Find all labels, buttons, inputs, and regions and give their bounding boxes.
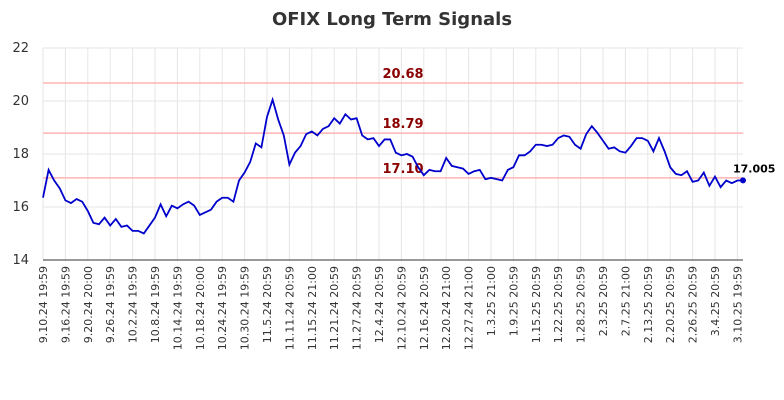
x-tick-label: 12.4.24 20:59 — [373, 266, 386, 343]
last-point — [740, 177, 746, 184]
x-tick-label: 11.15.24 21:00 — [306, 266, 319, 350]
x-tick-label: 12.27.24 21:00 — [463, 266, 476, 350]
y-tick-label: 20 — [12, 94, 29, 109]
x-tick-label: 1.9.25 20:59 — [507, 266, 520, 336]
x-tick-label: 3.4.25 20:59 — [709, 266, 722, 336]
x-tick-label: 10.14.24 19:59 — [171, 266, 184, 350]
chart-title: OFIX Long Term Signals — [272, 9, 512, 30]
x-tick-label: 1.15.25 20:59 — [530, 266, 543, 343]
x-tick-label: 2.26.25 20:59 — [687, 266, 700, 343]
x-tick-label: 10.30.24 19:59 — [239, 266, 252, 350]
price-line — [42, 96, 744, 235]
signal-label: 18.79 — [382, 117, 423, 132]
x-tick-label: 2.20.25 20:59 — [664, 266, 677, 343]
last-value-label: 17.005 — [733, 162, 775, 175]
x-tick-label: 12.16.24 20:59 — [418, 266, 431, 350]
y-tick-label: 22 — [12, 41, 29, 56]
x-tick-label: 10.24.24 19:59 — [216, 266, 229, 350]
x-tick-label: 3.10.25 19:59 — [731, 266, 744, 343]
signal-label: 17.10 — [382, 162, 423, 177]
y-tick-label: 16 — [12, 200, 29, 215]
y-tick-label: 18 — [12, 147, 29, 162]
x-tick-label: 2.13.25 20:59 — [642, 266, 655, 343]
x-tick-label: 11.27.24 20:59 — [351, 266, 364, 350]
x-tick-label: 1.3.25 21:00 — [485, 266, 498, 336]
x-tick-label: 12.20.24 21:00 — [440, 266, 453, 350]
x-tick-label: 11.21.24 20:59 — [328, 266, 341, 350]
x-tick-label: 9.26.24 19:59 — [104, 266, 117, 343]
signal-label: 20.68 — [382, 67, 423, 82]
x-tick-label: 12.10.24 20:59 — [395, 266, 408, 350]
x-tick-label: 10.18.24 20:00 — [194, 266, 207, 350]
x-tick-label: 11.11.24 20:59 — [283, 266, 296, 350]
x-tick-label: 10.2.24 19:59 — [127, 266, 140, 343]
y-tick-label: 14 — [12, 253, 29, 268]
x-tick-label: 2.7.25 21:00 — [619, 266, 632, 336]
x-tick-label: 10.8.24 19:59 — [149, 266, 162, 343]
x-tick-label: 9.10.24 19:59 — [37, 266, 50, 343]
x-tick-label: 2.3.25 20:59 — [597, 266, 610, 336]
x-tick-label: 1.28.25 20:59 — [575, 266, 588, 343]
x-tick-label: 9.16.24 19:59 — [59, 266, 72, 343]
x-tick-label: 1.22.25 20:59 — [552, 266, 565, 343]
x-tick-label: 9.20.24 20:00 — [82, 266, 95, 343]
x-tick-label: 11.5.24 20:59 — [261, 266, 274, 343]
